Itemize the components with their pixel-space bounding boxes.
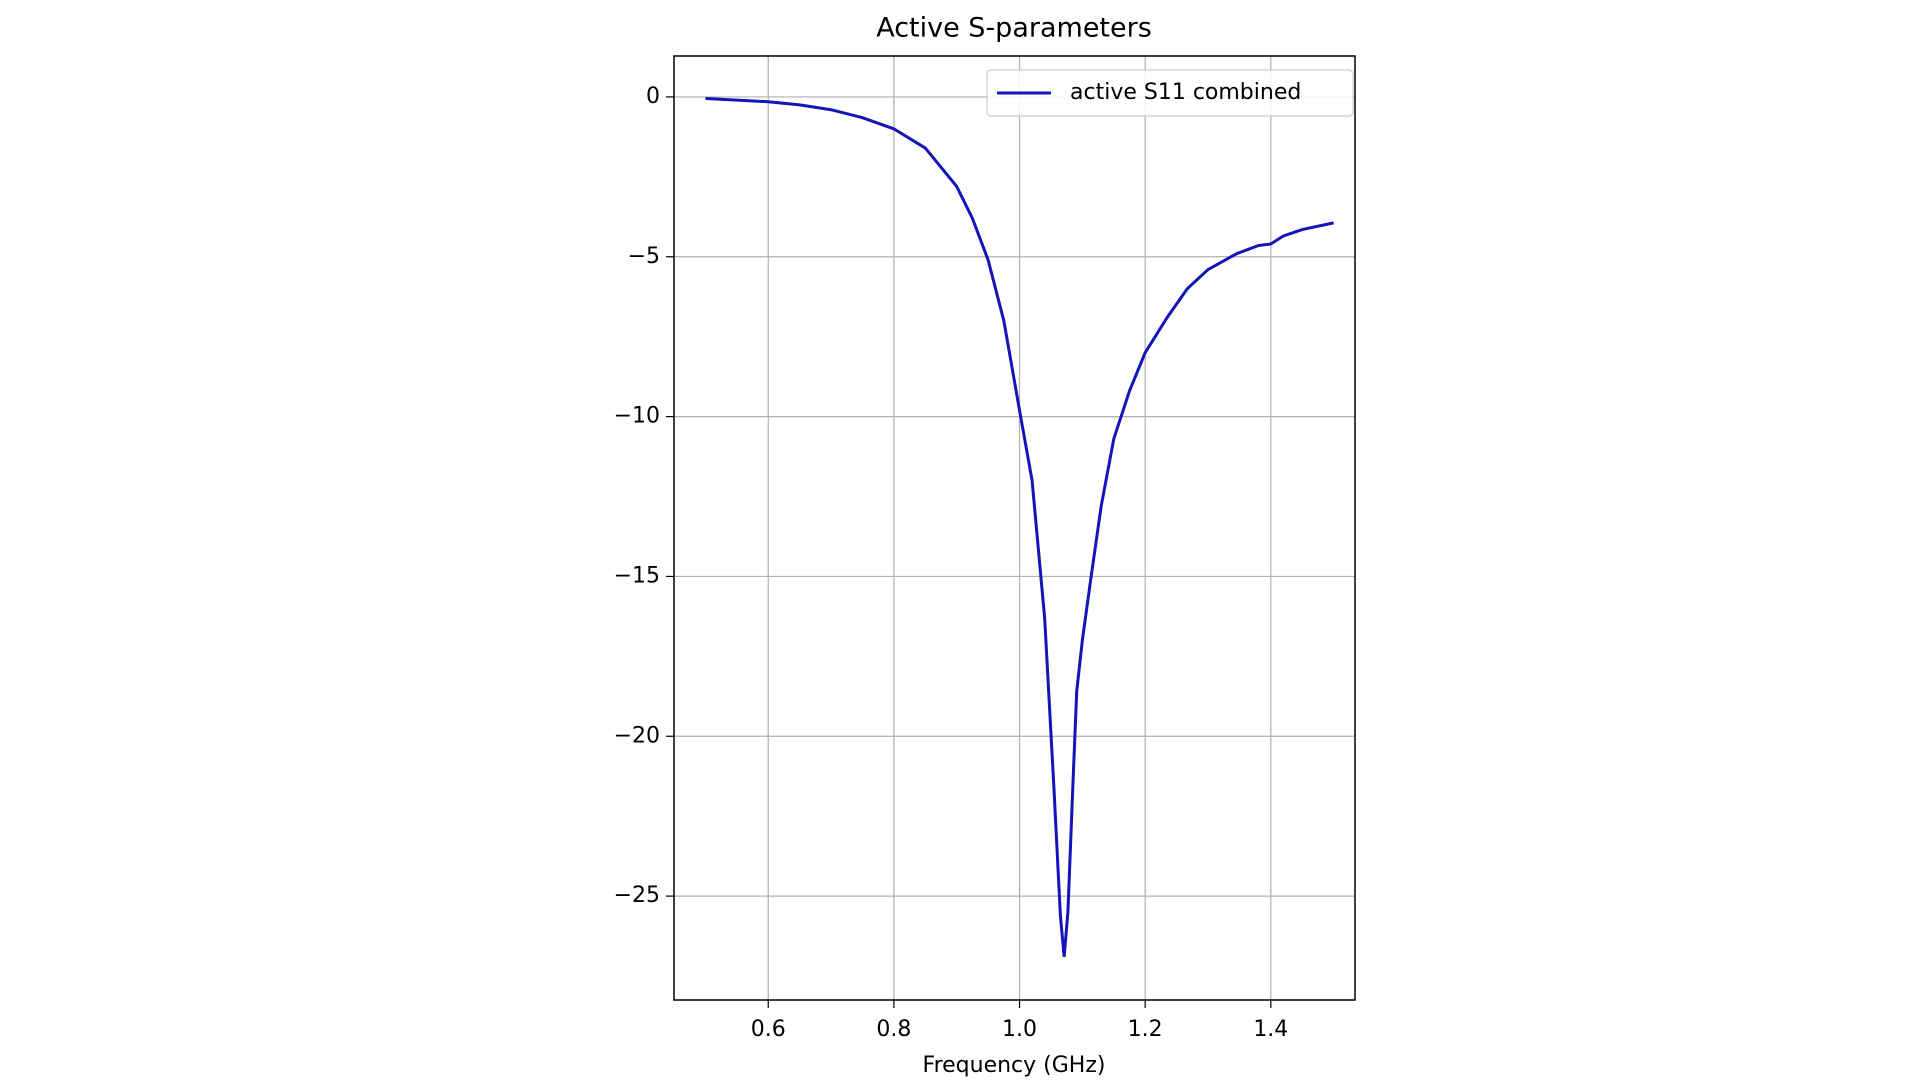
y-tick-label: 0 <box>646 84 660 109</box>
line-series <box>705 97 1334 957</box>
y-tick-label: −20 <box>614 723 660 748</box>
x-axis-label: Frequency (GHz) <box>923 1053 1106 1078</box>
chart-title: Active S-parameters <box>876 13 1152 44</box>
y-tick-label: −10 <box>614 404 660 429</box>
x-tick-label: 0.6 <box>751 1017 786 1042</box>
x-tick-label: 0.8 <box>876 1017 911 1042</box>
x-tick-label: 1.0 <box>1002 1017 1037 1042</box>
plot-frame <box>673 55 1356 1001</box>
y-tick-label: −5 <box>628 244 660 269</box>
x-tick-label: 1.2 <box>1128 1017 1163 1042</box>
legend-box <box>986 69 1354 117</box>
y-tick-label: −15 <box>614 563 660 588</box>
legend-label: active S11 combined <box>1070 80 1301 105</box>
x-tick-label: 1.4 <box>1253 1017 1288 1042</box>
y-tick-label: −25 <box>614 883 660 908</box>
